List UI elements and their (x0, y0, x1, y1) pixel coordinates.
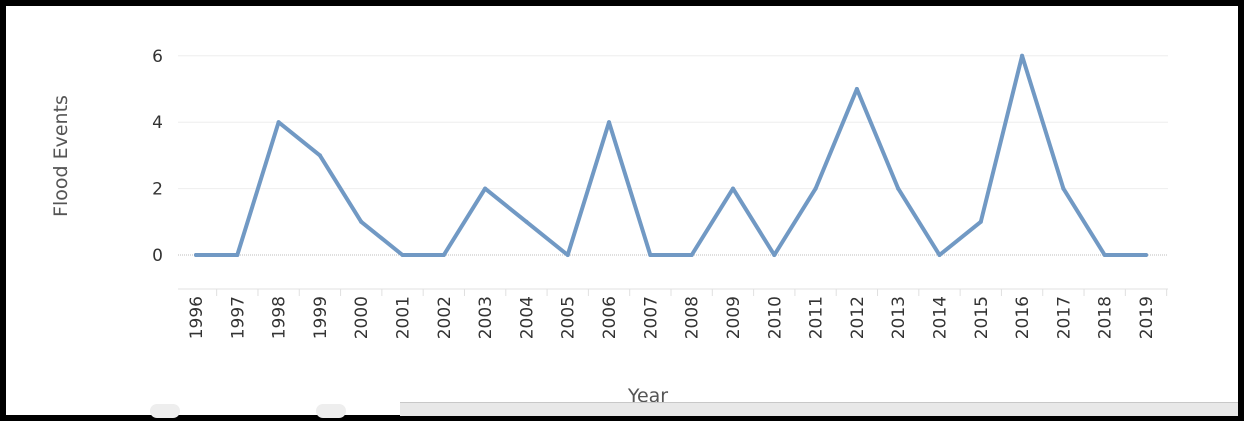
x-tick-label: 2008 (683, 296, 703, 339)
data-point-2001[interactable] (400, 253, 405, 257)
data-point-2011[interactable] (813, 186, 818, 191)
data-point-2015[interactable] (978, 219, 983, 224)
data-point-2002[interactable] (441, 253, 446, 257)
x-tick-label: 2015 (972, 296, 992, 339)
data-point-1998[interactable] (276, 120, 281, 125)
x-tick-label: 2017 (1054, 296, 1074, 339)
data-point-2008[interactable] (689, 253, 694, 257)
data-point-2012[interactable] (854, 87, 859, 91)
x-tick-label: 2003 (476, 296, 496, 339)
data-point-2016[interactable] (1020, 53, 1025, 58)
y-axis-ticks: 0 2 4 6 (152, 47, 163, 266)
data-point-2014[interactable] (937, 253, 942, 257)
x-tick-label: 2018 (1096, 296, 1116, 339)
data-point-2004[interactable] (524, 219, 529, 224)
x-tick-label: 2004 (517, 296, 537, 339)
x-tick-label: 2013 (889, 296, 909, 339)
x-tick-label: 2016 (1013, 296, 1033, 339)
gridlines (178, 55, 1168, 256)
y-tick-label: 6 (152, 47, 163, 67)
x-axis-label: Year (627, 385, 668, 407)
data-point-2006[interactable] (607, 120, 612, 125)
horizontal-scrollbar[interactable] (400, 402, 1238, 416)
x-axis: 1996 1997 1998 1999 2000 2001 2002 2003 2004 2005… (178, 288, 1168, 339)
data-point-2019[interactable] (1144, 253, 1148, 257)
x-tick-label: 2010 (765, 296, 785, 339)
data-point-2010[interactable] (772, 253, 777, 257)
x-tick-label: 1999 (311, 296, 331, 339)
x-tick-label: 2001 (394, 296, 414, 339)
y-tick-label: 0 (152, 246, 163, 266)
data-point-2007[interactable] (648, 253, 653, 257)
series-layer (194, 53, 1148, 257)
y-tick-label: 2 (152, 180, 163, 200)
y-tick-label: 4 (152, 113, 163, 133)
x-tick-label: 2006 (600, 296, 620, 339)
scroll-knob-mid (316, 404, 346, 418)
data-point-1997[interactable] (235, 253, 240, 257)
x-tick-label: 2005 (559, 296, 579, 339)
x-tick-label: 2012 (848, 296, 868, 339)
series-line-0[interactable] (194, 53, 1148, 257)
x-tick-label: 2014 (930, 296, 950, 339)
x-tick-label: 2000 (352, 296, 372, 339)
data-point-1996[interactable] (194, 253, 198, 257)
x-tick-label: 2009 (724, 296, 744, 339)
x-tick-label: 2011 (807, 296, 827, 339)
data-point-2000[interactable] (359, 219, 364, 224)
data-point-2005[interactable] (565, 253, 570, 257)
x-tick-label: 1998 (270, 296, 290, 339)
data-point-1999[interactable] (317, 153, 322, 158)
scroll-knob-left (150, 404, 180, 418)
data-point-2018[interactable] (1102, 253, 1107, 257)
x-tick-label: 1997 (228, 296, 248, 339)
data-point-2009[interactable] (730, 186, 735, 191)
x-tick-label: 2019 (1137, 296, 1157, 339)
x-tick-label: 1996 (187, 296, 207, 339)
data-point-2003[interactable] (483, 186, 488, 191)
x-tick-label: 2002 (435, 296, 455, 339)
data-point-2013[interactable] (896, 186, 901, 191)
y-axis-label: Flood Events (50, 95, 72, 217)
data-point-2017[interactable] (1061, 186, 1066, 191)
x-tick-label: 2007 (641, 296, 661, 339)
